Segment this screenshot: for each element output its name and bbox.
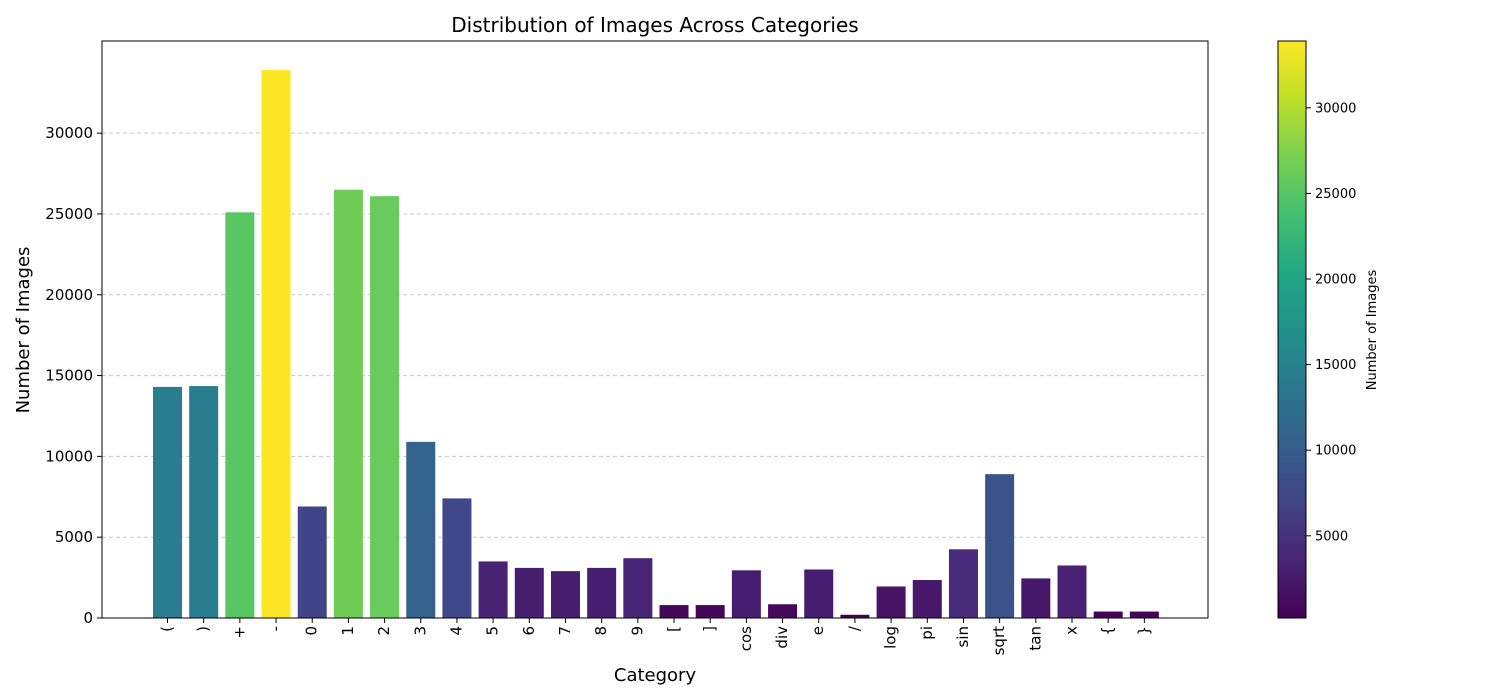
x-tick-label: { [1099, 626, 1117, 636]
bar [623, 558, 653, 618]
x-tick-label: cos [737, 626, 755, 651]
x-tick-label: 7 [556, 626, 574, 636]
bar [840, 614, 870, 618]
bar [731, 570, 761, 618]
x-tick-label: 0 [303, 626, 321, 636]
bar [153, 386, 182, 618]
bar [876, 586, 906, 618]
x-tick-label: 9 [628, 626, 646, 636]
colorbar-tick-label: 15000 [1315, 358, 1356, 373]
bar [478, 561, 508, 618]
bar [1057, 565, 1087, 618]
x-axis-ticks: () + - 0 1 2 3 4 5 6 7 8 9 [] cos div e / log pi sin sqrt tan x… [158, 618, 1153, 655]
bar [948, 549, 978, 618]
colorbar-tick-label: 5000 [1315, 529, 1348, 544]
x-tick-label: log [882, 626, 900, 649]
x-tick-label: ] [701, 626, 719, 632]
bar [659, 605, 689, 618]
x-tick-label: sin [954, 626, 972, 648]
x-tick-label: div [773, 626, 791, 649]
bar [297, 506, 327, 618]
bar [225, 212, 255, 618]
chart-title: Distribution of Images Across Categories [451, 13, 858, 37]
x-axis-label: Category [614, 665, 697, 686]
bar [261, 70, 291, 619]
x-tick-label: - [267, 626, 285, 631]
x-tick-label: 8 [592, 626, 610, 636]
x-tick-label: [ [665, 626, 683, 632]
y-tick-label: 15000 [45, 367, 93, 385]
bar [370, 196, 400, 618]
bar [985, 474, 1015, 618]
bar [587, 567, 617, 618]
x-tick-label: 6 [520, 626, 538, 636]
bar [442, 498, 472, 618]
bar [768, 604, 798, 618]
x-tick-label: ( [158, 626, 176, 632]
colorbar-tick-label: 10000 [1315, 444, 1356, 459]
x-tick-label: pi [918, 626, 936, 640]
bar [1021, 578, 1051, 618]
bar [1093, 611, 1123, 618]
bars [153, 70, 1159, 619]
y-tick-label: 10000 [45, 447, 93, 465]
bar [333, 189, 363, 618]
y-tick-label: 30000 [45, 124, 93, 142]
bar [695, 605, 725, 618]
plot-frame [101, 40, 1209, 619]
x-tick-label: 4 [447, 626, 465, 636]
colorbar-label: Number of Images [1365, 270, 1380, 391]
x-tick-label: sqrt [990, 626, 1008, 656]
colorbar-tick-label: 30000 [1315, 101, 1356, 116]
y-tick-label: 5000 [55, 528, 93, 546]
y-axis-label: Number of Images [13, 247, 34, 414]
colorbar [1277, 40, 1307, 619]
x-tick-label: 2 [375, 626, 393, 636]
x-tick-label: x [1063, 626, 1081, 635]
colorbar-tick-label: 20000 [1315, 272, 1356, 287]
x-tick-label: + [230, 626, 248, 639]
bar [804, 569, 834, 618]
x-tick-label: / [845, 625, 863, 631]
y-axis-ticks: 0 5000 10000 15000 20000 25000 30000 [45, 124, 102, 627]
x-tick-label: e [809, 626, 827, 635]
x-tick-label: 1 [339, 626, 357, 636]
bar [1129, 611, 1159, 618]
colorbar-ticks: 5000 10000 15000 20000 25000 30000 [1306, 101, 1356, 544]
y-tick-label: 20000 [45, 286, 93, 304]
colorbar-tick-label: 25000 [1315, 187, 1356, 202]
bar [189, 386, 219, 618]
bar [406, 441, 436, 618]
y-tick-label: 25000 [45, 205, 93, 223]
x-tick-label: 3 [411, 626, 429, 636]
bar [514, 567, 544, 618]
x-tick-label: tan [1026, 626, 1044, 651]
y-tick-label: 0 [83, 609, 93, 627]
x-tick-label: ) [194, 626, 212, 632]
bar [912, 580, 942, 618]
x-tick-label: 5 [484, 626, 502, 636]
bar [550, 571, 580, 618]
x-tick-label: } [1135, 626, 1153, 636]
